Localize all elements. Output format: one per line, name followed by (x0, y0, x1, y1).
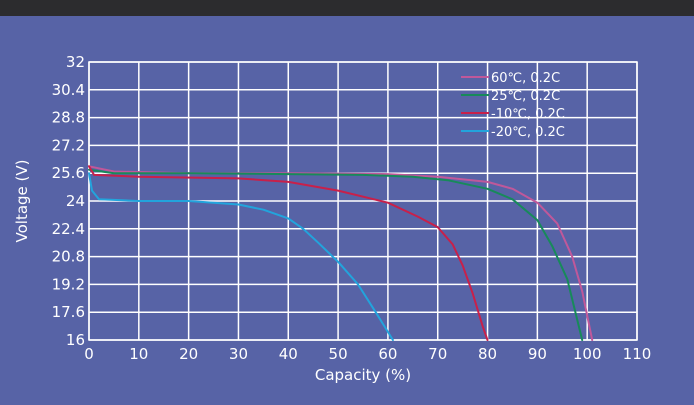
x-tick-label: 90 (528, 345, 547, 363)
y-tick-label: 28.8 (52, 109, 85, 127)
x-tick-label: 0 (84, 345, 94, 363)
y-tick-label: 27.2 (52, 136, 85, 154)
series-line-2 (88, 165, 489, 341)
y-tick-label: 16 (66, 331, 85, 349)
legend-label: 25℃, 0.2C (491, 89, 560, 104)
x-tick-label: 70 (428, 345, 447, 363)
legend-label: -20℃, 0.2C (491, 125, 565, 140)
series-lines (88, 165, 594, 341)
y-axis-title: Voltage (V) (13, 160, 31, 243)
y-tick-label: 30.4 (52, 81, 85, 99)
y-tick-label: 20.8 (52, 248, 85, 266)
x-tick-label: 30 (229, 345, 248, 363)
top-bar (0, 0, 694, 16)
y-tick-label: 17.6 (52, 303, 85, 321)
x-tick-label: 80 (478, 345, 497, 363)
y-tick-label: 22.4 (52, 220, 85, 238)
y-tick-label: 32 (66, 53, 85, 71)
x-tick-label: 10 (129, 345, 148, 363)
x-tick-label: 60 (378, 345, 397, 363)
legend: 60℃, 0.2C 25℃, 0.2C -10℃, 0.2C -20℃, 0.2C (461, 71, 565, 140)
series-line-0 (88, 165, 594, 341)
series-line-1 (88, 168, 584, 341)
x-tick-label: 110 (623, 345, 652, 363)
y-tick-label: 19.2 (52, 275, 85, 293)
y-tick-label: 25.6 (52, 164, 85, 182)
y-tick-label: 24 (66, 192, 85, 210)
x-axis-ticks: 0 10 20 30 40 50 60 70 80 90 100 110 (84, 345, 651, 363)
x-tick-label: 20 (179, 345, 198, 363)
legend-label: 60℃, 0.2C (491, 71, 560, 86)
x-tick-label: 40 (279, 345, 298, 363)
x-tick-label: 50 (329, 345, 348, 363)
legend-label: -10℃, 0.2C (491, 107, 565, 122)
grid (88, 61, 638, 341)
x-tick-label: 100 (573, 345, 602, 363)
y-axis-ticks: 32 30.4 28.8 27.2 25.6 24 22.4 20.8 19.2 17.6 16 (52, 53, 85, 349)
series-line-3 (88, 172, 394, 341)
x-axis-title: Capacity (%) (315, 366, 411, 384)
